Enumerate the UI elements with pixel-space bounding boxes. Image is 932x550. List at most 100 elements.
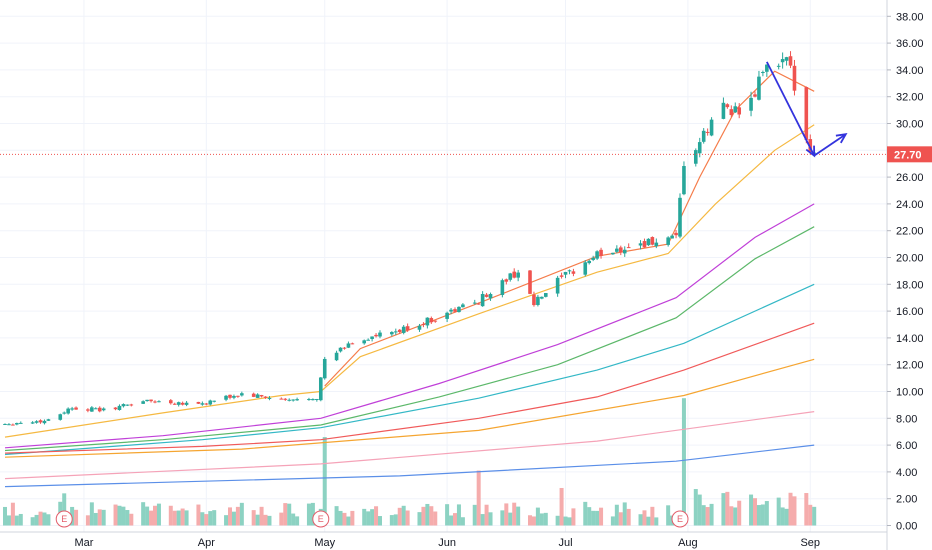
volume-bar <box>638 514 643 526</box>
candle-body <box>42 420 47 424</box>
volume-bar <box>425 503 430 526</box>
volume-bar <box>480 514 485 526</box>
y-tick-label: 18.00 <box>896 279 924 291</box>
volume-bar <box>350 510 355 526</box>
candle-body <box>453 309 457 312</box>
candle-body <box>46 419 51 421</box>
volume-bar <box>204 514 209 526</box>
candle-body <box>145 399 149 402</box>
volume-bar <box>389 515 394 526</box>
candle-body <box>34 421 39 423</box>
y-tick-label: 12.00 <box>896 360 924 372</box>
candle-body <box>15 422 19 425</box>
candle-body <box>228 394 232 398</box>
volume-bar <box>172 510 177 526</box>
volume-bar <box>709 503 714 526</box>
candle-body <box>259 395 264 397</box>
candle-body <box>737 107 742 115</box>
volume-bar <box>93 512 98 526</box>
last-price-label: 27.70 <box>887 146 932 163</box>
volume-bar <box>263 514 268 526</box>
volume-bar <box>449 515 454 526</box>
candle-body <box>753 94 757 97</box>
volume-bar <box>89 502 94 526</box>
x-tick-label: Apr <box>198 537 215 549</box>
volume-bar <box>567 517 572 526</box>
volume-bar <box>196 504 201 526</box>
volume-bar <box>666 505 671 526</box>
candle-body <box>240 393 244 396</box>
candle-body <box>70 408 74 410</box>
volume-bar <box>334 506 339 526</box>
x-tick-label: Mar <box>74 537 93 549</box>
volume-bar <box>622 502 627 526</box>
candle-body <box>350 343 355 345</box>
volume-bar <box>113 504 118 526</box>
candle-body <box>512 271 517 278</box>
volume-bar <box>764 501 769 526</box>
volume-bar <box>362 508 367 526</box>
candle-body <box>615 248 619 252</box>
candle-body <box>780 59 785 63</box>
candle-body <box>587 260 592 264</box>
volume-bar <box>279 512 284 526</box>
volume-bar <box>18 513 23 526</box>
candle-body <box>334 352 339 361</box>
candle-body <box>776 65 781 67</box>
x-tick-label: Aug <box>678 537 698 549</box>
candle-body <box>255 394 260 398</box>
y-tick-label: 0.00 <box>896 521 917 533</box>
candle-body <box>370 336 374 340</box>
volume-bar <box>484 504 489 526</box>
price-axis[interactable]: 0.00 2.00 4.00 6.00 8.00 10.00 12.00 14.00 16.00… <box>887 11 924 533</box>
volume-bar <box>784 508 789 526</box>
candle-body <box>279 398 284 400</box>
earnings-marker <box>55 510 73 528</box>
volume-bar <box>74 509 79 526</box>
candle-body <box>200 403 205 405</box>
candle-body <box>125 404 130 406</box>
candle-body <box>725 104 730 108</box>
volume-bar <box>737 500 742 526</box>
y-tick-label: 14.00 <box>896 333 924 345</box>
candle-body <box>66 408 70 414</box>
candle-body <box>705 131 710 133</box>
candle-body <box>417 325 422 330</box>
volume-bar <box>291 513 296 526</box>
volume-bar <box>626 508 631 526</box>
volume-bar <box>378 516 382 526</box>
candle-body <box>472 302 477 304</box>
volume-bar <box>445 504 450 526</box>
volume-bar <box>97 509 102 526</box>
y-tick-label: 8.00 <box>896 413 917 425</box>
candle-body <box>540 296 544 299</box>
candle-body <box>267 397 272 399</box>
candle-body <box>149 399 153 402</box>
volume-bar <box>539 513 544 526</box>
volume-bar <box>749 494 754 526</box>
candle-body <box>484 294 489 297</box>
candle-body <box>113 407 118 410</box>
moving-average-line <box>4 203 815 449</box>
candle-body <box>476 303 481 305</box>
last-price-value: 27.70 <box>894 149 922 161</box>
volume-bar <box>472 504 477 526</box>
candle-body <box>129 404 134 406</box>
x-tick-label: Jun <box>438 537 456 549</box>
volume-bar <box>255 514 260 526</box>
candle-body <box>697 142 702 154</box>
candle-body <box>461 304 465 308</box>
volume-bar <box>614 504 619 526</box>
candle-body <box>536 296 540 305</box>
candle-body <box>401 326 406 333</box>
volume-bar <box>583 501 588 526</box>
moving-average-line <box>4 226 815 452</box>
candle-body <box>153 401 157 403</box>
volume-bar <box>504 503 509 526</box>
volume-bar <box>156 503 161 526</box>
time-axis[interactable]: Mar Apr May Jun Jul Aug Sep <box>0 531 887 549</box>
volume-bar <box>595 510 600 526</box>
y-tick-label: 2.00 <box>896 494 917 506</box>
